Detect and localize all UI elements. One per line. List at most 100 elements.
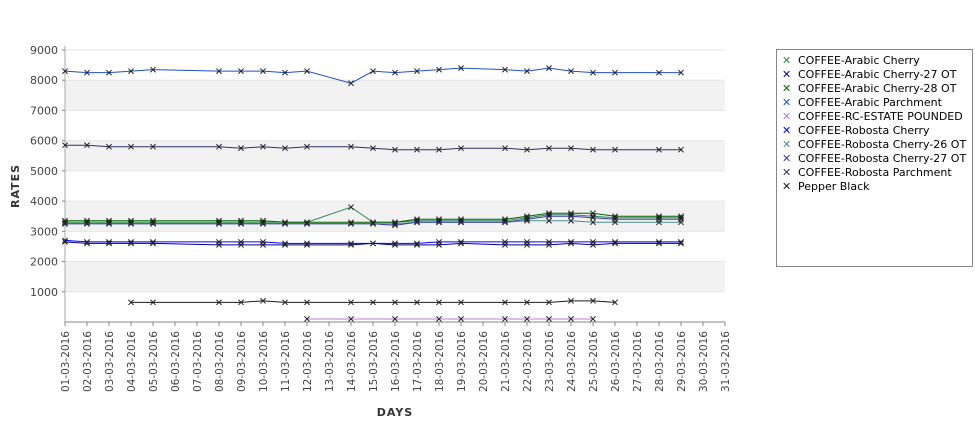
legend-marker-icon: ✕ [782, 124, 792, 137]
data-point [348, 316, 354, 322]
legend-label: COFFEE-Arabic Parchment [798, 96, 942, 109]
data-point [414, 219, 420, 226]
legend-label: COFFEE-Robosta Cherry-26 OT [798, 138, 967, 151]
data-point [458, 238, 464, 245]
data-point [524, 238, 530, 245]
data-point [348, 220, 354, 227]
series-line [65, 212, 681, 223]
x-tick-label: 18-03-2016 [434, 331, 446, 392]
data-point [260, 68, 266, 75]
data-point [84, 69, 90, 76]
data-point [150, 238, 156, 245]
x-tick-label: 10-03-2016 [258, 331, 270, 392]
data-point [304, 68, 310, 75]
series-coffee-robosta-parchment [62, 142, 684, 153]
x-tick-label: 06-03-2016 [170, 331, 182, 392]
data-point [502, 299, 508, 306]
data-point [590, 69, 596, 76]
data-point [392, 299, 398, 306]
data-point [392, 222, 398, 229]
series-line [65, 215, 681, 226]
data-point [524, 216, 530, 223]
series-line [64, 67, 681, 84]
data-point [546, 316, 552, 322]
data-point [524, 68, 530, 75]
data-point [370, 220, 376, 227]
legend-label: COFFEE-Robosta Parchment [798, 166, 952, 179]
data-point [590, 146, 596, 153]
grid-band [65, 50, 725, 81]
x-tick-label: 08-03-2016 [214, 331, 226, 392]
data-point [282, 220, 288, 227]
data-point [62, 142, 68, 149]
grid-band [65, 170, 725, 202]
series-coffee-rc-estate-pounded [304, 316, 596, 322]
series-line [64, 239, 681, 244]
legend-label: COFFEE-Arabic Cherry [798, 54, 920, 67]
data-point [260, 238, 266, 245]
data-point [348, 204, 354, 211]
data-point [612, 216, 618, 223]
grid-band [65, 261, 725, 292]
data-point [568, 297, 574, 304]
x-tick-label: 02-03-2016 [82, 331, 94, 392]
y-tick-label: 5000 [30, 165, 58, 178]
data-point [370, 299, 376, 306]
data-point [546, 145, 552, 152]
data-point [414, 68, 420, 75]
legend-label: COFFEE-Robosta Cherry-27 OT [798, 152, 967, 165]
data-point [656, 69, 662, 76]
data-point [128, 220, 134, 227]
data-point [348, 240, 354, 247]
data-point [678, 238, 684, 245]
chart-legend: ✕ COFFEE-Arabic Cherry ✕ COFFEE-Arabic Cher… [776, 49, 973, 267]
data-point [590, 316, 596, 322]
data-point [392, 316, 398, 322]
data-point [524, 316, 530, 322]
data-point [590, 297, 596, 304]
data-point [458, 316, 464, 322]
data-point [590, 214, 596, 221]
data-point [150, 299, 156, 306]
y-tick-label: 4000 [30, 195, 58, 208]
data-point [590, 219, 596, 226]
data-point [458, 219, 464, 226]
data-point [106, 220, 112, 227]
data-point [304, 240, 310, 247]
data-point [128, 238, 134, 245]
legend-item: ✕ COFFEE-Robosta Cherry-27 OT [777, 153, 972, 165]
data-point [216, 143, 222, 150]
data-point [612, 299, 618, 306]
data-point [414, 299, 420, 306]
data-point [612, 69, 618, 76]
legend-label: COFFEE-Arabic Cherry-28 OT [798, 82, 957, 95]
legend-marker-icon: ✕ [782, 166, 792, 179]
x-tick-label: 31-03-2016 [720, 331, 732, 392]
data-point [656, 216, 662, 223]
legend-item: ✕ COFFEE-Robosta Parchment [777, 167, 972, 179]
data-point [568, 316, 574, 322]
data-point [436, 219, 442, 226]
y-tick-label: 2000 [30, 256, 58, 269]
legend-marker-icon: ✕ [782, 96, 792, 109]
data-point [304, 299, 310, 306]
y-axis-label: RATES [9, 164, 22, 208]
x-tick-label: 14-03-2016 [346, 331, 358, 392]
data-point [260, 297, 266, 304]
x-tick-label: 07-03-2016 [192, 331, 204, 392]
legend-item: ✕ COFFEE-RC-ESTATE POUNDED [777, 111, 972, 123]
data-point [238, 299, 244, 306]
legend-label: Pepper Black [798, 180, 870, 193]
x-tick-label: 20-03-2016 [478, 331, 490, 392]
data-point [656, 146, 662, 153]
data-point [568, 213, 574, 220]
data-point [128, 299, 134, 306]
data-point [238, 238, 244, 245]
grid-band [65, 80, 725, 111]
data-point [568, 145, 574, 152]
series-line [64, 241, 681, 246]
x-tick-label: 12-03-2016 [302, 331, 314, 392]
y-tick-label: 1000 [30, 286, 58, 299]
data-point [546, 238, 552, 245]
